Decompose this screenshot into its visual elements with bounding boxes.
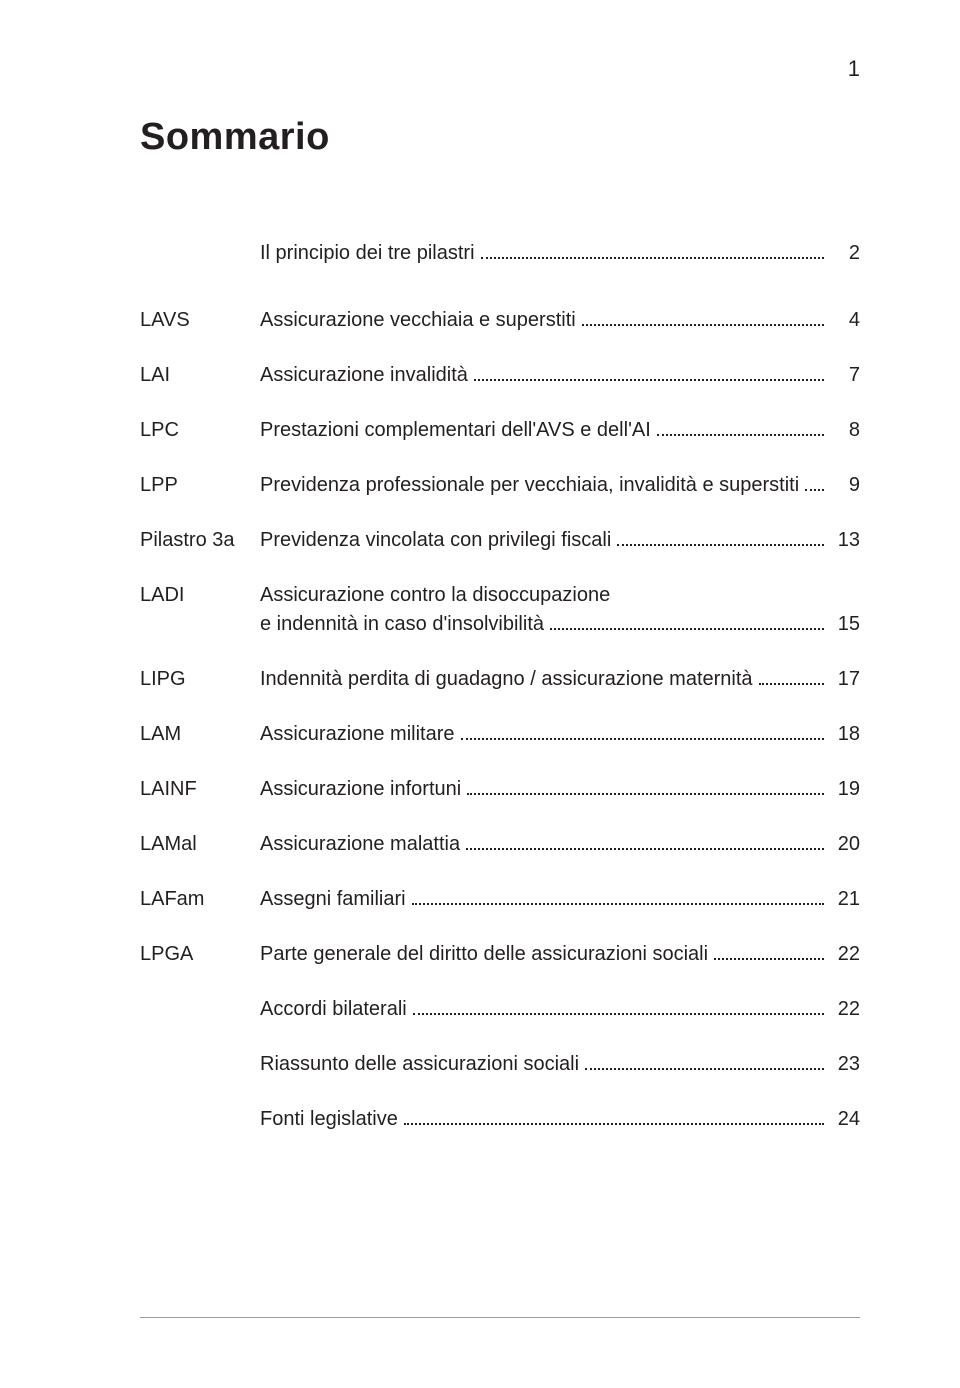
toc-desc: Assicurazione infortuni — [260, 775, 461, 804]
toc-desc: Assegni familiari — [260, 885, 406, 914]
toc-leader — [481, 241, 824, 259]
toc-page-ref: 8 — [830, 416, 860, 445]
toc-row: Accordi bilaterali 22 — [140, 995, 860, 1024]
toc-page-ref: 4 — [830, 306, 860, 335]
toc-desc: Indennità perdita di guadagno / assicura… — [260, 665, 753, 694]
toc-label: Pilastro 3a — [140, 526, 260, 555]
toc-leader — [474, 363, 824, 381]
toc-desc: Riassunto delle assicurazioni sociali — [260, 1050, 579, 1079]
toc-desc: Il principio dei tre pilastri — [260, 239, 475, 268]
toc-desc: Assicurazione invalidità — [260, 361, 468, 390]
toc-leader — [550, 612, 824, 630]
toc-label: LAFam — [140, 885, 260, 914]
toc-desc-col: Assegni familiari 21 — [260, 885, 860, 914]
toc-page-ref: 23 — [830, 1050, 860, 1079]
toc-desc-col: Fonti legislative 24 — [260, 1105, 860, 1134]
toc-desc: Assicurazione militare — [260, 720, 455, 749]
page-number: 1 — [848, 56, 860, 82]
toc-leader — [412, 887, 824, 905]
toc-page-ref: 7 — [830, 361, 860, 390]
toc-leader — [805, 473, 824, 491]
toc-leader — [404, 1107, 824, 1125]
toc-desc-col: Assicurazione vecchiaia e superstiti 4 — [260, 306, 860, 335]
toc-desc-col: Prestazioni complementari dell'AVS e del… — [260, 416, 860, 445]
toc-page-ref: 9 — [830, 471, 860, 500]
toc-leader — [585, 1052, 824, 1070]
toc-row: LAVSAssicurazione vecchiaia e superstiti… — [140, 306, 860, 335]
toc-row: LIPGIndennità perdita di guadagno / assi… — [140, 665, 860, 694]
page-title: Sommario — [140, 116, 860, 159]
toc-page-ref: 15 — [830, 610, 860, 639]
toc-label: LPC — [140, 416, 260, 445]
toc-desc: Previdenza vincolata con privilegi fisca… — [260, 526, 611, 555]
toc-desc: Accordi bilaterali — [260, 995, 407, 1024]
toc-page-ref: 13 — [830, 526, 860, 555]
toc-desc-col: Assicurazione malattia 20 — [260, 830, 860, 859]
toc-row: LAIAssicurazione invalidità 7 — [140, 361, 860, 390]
toc-row: LAINFAssicurazione infortuni 19 — [140, 775, 860, 804]
toc-page-ref: 24 — [830, 1105, 860, 1134]
toc-leader — [461, 722, 824, 740]
toc-leader — [466, 832, 824, 850]
toc-leader — [617, 528, 824, 546]
toc-label: LAI — [140, 361, 260, 390]
toc-row: Il principio dei tre pilastri 2 — [140, 239, 860, 268]
toc-page-ref: 2 — [830, 239, 860, 268]
table-of-contents: Il principio dei tre pilastri2LAVSAssicu… — [140, 239, 860, 1134]
toc-leader — [582, 308, 824, 326]
toc-label: LIPG — [140, 665, 260, 694]
toc-desc: Assicurazione vecchiaia e superstiti — [260, 306, 576, 335]
toc-label: LPGA — [140, 940, 260, 969]
toc-row: LPCPrestazioni complementari dell'AVS e … — [140, 416, 860, 445]
toc-desc: e indennità in caso d'insolvibilità — [260, 610, 544, 639]
toc-desc-col: Assicurazione militare 18 — [260, 720, 860, 749]
toc-desc-col: Previdenza vincolata con privilegi fisca… — [260, 526, 860, 555]
toc-desc-col: Riassunto delle assicurazioni sociali 23 — [260, 1050, 860, 1079]
toc-row: LAMalAssicurazione malattia 20 — [140, 830, 860, 859]
toc-leader — [714, 942, 824, 960]
toc-desc: Prestazioni complementari dell'AVS e del… — [260, 416, 651, 445]
toc-row: LADIAssicurazione contro la disoccupazio… — [140, 581, 860, 639]
toc-leader — [413, 997, 824, 1015]
toc-desc-col: Assicurazione contro la disoccupazionee … — [260, 581, 860, 639]
toc-page-ref: 17 — [830, 665, 860, 694]
toc-desc: Parte generale del diritto delle assicur… — [260, 940, 708, 969]
toc-leader — [759, 667, 824, 685]
page: 1 Sommario Il principio dei tre pilastri… — [0, 0, 960, 1388]
toc-label: LPP — [140, 471, 260, 500]
toc-row: LPPPrevidenza professionale per vecchiai… — [140, 471, 860, 500]
toc-desc-col: Assicurazione invalidità 7 — [260, 361, 860, 390]
toc-desc-col: Parte generale del diritto delle assicur… — [260, 940, 860, 969]
toc-page-ref: 19 — [830, 775, 860, 804]
toc-page-ref: 21 — [830, 885, 860, 914]
toc-row: Pilastro 3aPrevidenza vincolata con priv… — [140, 526, 860, 555]
toc-desc-col: Previdenza professionale per vecchiaia, … — [260, 471, 860, 500]
toc-label: LAMal — [140, 830, 260, 859]
toc-desc: Assicurazione malattia — [260, 830, 460, 859]
toc-row: LPGAParte generale del diritto delle ass… — [140, 940, 860, 969]
toc-label: LADI — [140, 581, 260, 610]
toc-leader — [657, 418, 824, 436]
toc-desc-col: Indennità perdita di guadagno / assicura… — [260, 665, 860, 694]
toc-page-ref: 22 — [830, 940, 860, 969]
toc-desc: Previdenza professionale per vecchiaia, … — [260, 471, 799, 500]
toc-row: Fonti legislative 24 — [140, 1105, 860, 1134]
toc-desc: Fonti legislative — [260, 1105, 398, 1134]
toc-label: LAVS — [140, 306, 260, 335]
toc-label: LAINF — [140, 775, 260, 804]
toc-row: Riassunto delle assicurazioni sociali 23 — [140, 1050, 860, 1079]
toc-row: LAFamAssegni familiari 21 — [140, 885, 860, 914]
toc-page-ref: 22 — [830, 995, 860, 1024]
toc-desc: Assicurazione contro la disoccupazione — [260, 581, 610, 610]
toc-desc-col: Assicurazione infortuni 19 — [260, 775, 860, 804]
toc-label: LAM — [140, 720, 260, 749]
toc-leader — [467, 777, 824, 795]
toc-desc-col: Accordi bilaterali 22 — [260, 995, 860, 1024]
footer-rule — [140, 1317, 860, 1318]
toc-page-ref: 18 — [830, 720, 860, 749]
toc-page-ref: 20 — [830, 830, 860, 859]
toc-row: LAMAssicurazione militare 18 — [140, 720, 860, 749]
toc-desc-col: Il principio dei tre pilastri 2 — [260, 239, 860, 268]
